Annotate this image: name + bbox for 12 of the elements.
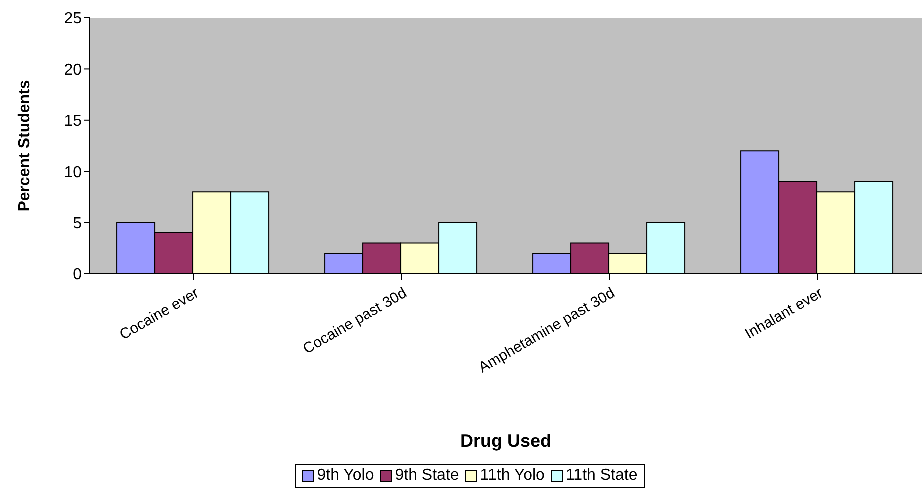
y-tick-label: 20 (64, 62, 82, 79)
y-tick-label: 10 (64, 164, 82, 182)
y-tick-label: 15 (64, 113, 82, 130)
x-axis-title: Drug Used (460, 430, 552, 451)
legend-label: 11th State (564, 467, 638, 485)
y-tick-label: 25 (64, 10, 82, 28)
legend-label: 11th Yolo (479, 467, 545, 485)
y-tick-label: 5 (73, 215, 82, 232)
y-axis-title: Percent Students (16, 80, 34, 212)
y-tick-label: 0 (73, 266, 82, 284)
legend-label: 9th Yolo (316, 467, 374, 485)
legend-label: 9th State (394, 467, 460, 485)
